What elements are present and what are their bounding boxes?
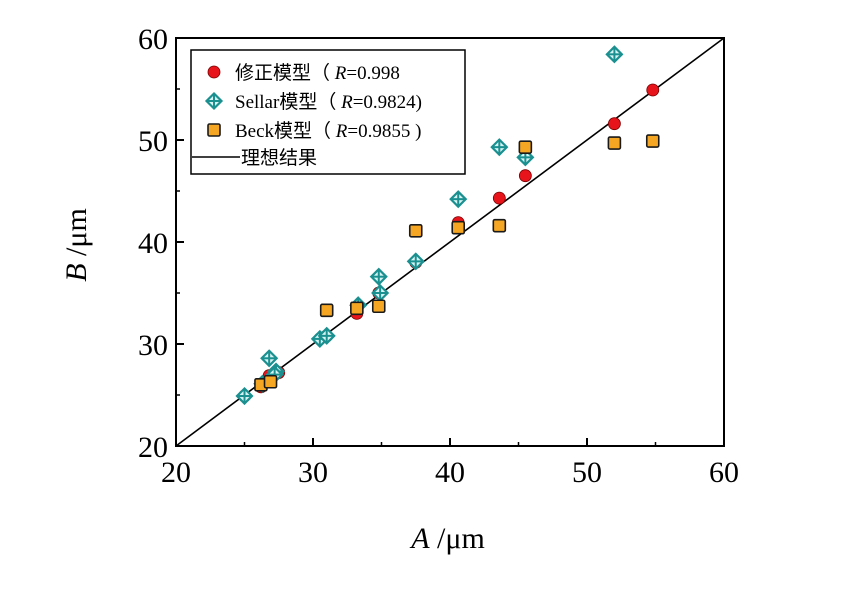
data-point (645, 134, 660, 148)
plot-area: 20 30 40 50 60 20 30 40 50 60 (138, 23, 739, 489)
data-point (607, 136, 622, 150)
y-tick-label: 20 (138, 431, 168, 464)
data-point (518, 140, 533, 154)
data-point (490, 138, 509, 157)
x-tick-label: 50 (572, 456, 602, 489)
x-tick-label: 30 (298, 456, 328, 489)
x-tick-label: 40 (435, 456, 465, 489)
legend-label: 修正模型（ R=0.998 (235, 62, 400, 84)
y-tick-label: 60 (138, 23, 168, 56)
data-point (646, 83, 660, 97)
data-point (492, 218, 507, 233)
y-axis-title: B /μm (60, 208, 93, 282)
x-tick-label: 60 (709, 456, 739, 489)
y-axis-unit: /μm (60, 208, 93, 263)
data-point (371, 299, 386, 314)
data-point (263, 374, 278, 389)
legend: 修正模型（ R=0.998 Sellar模型（ R=0.9824) Beck模型（ … (190, 49, 466, 175)
legend-marker (204, 91, 224, 111)
data-point (317, 326, 336, 345)
data-point (492, 191, 506, 205)
data-point (260, 349, 279, 368)
legend-marker (207, 65, 221, 79)
y-tick-label: 30 (138, 329, 168, 362)
y-tick-label: 40 (138, 227, 168, 260)
data-point (608, 117, 621, 131)
x-axis-title: A /μm (409, 522, 485, 555)
data-point (235, 386, 254, 406)
x-axis-var: A (409, 522, 430, 555)
series-2 (235, 45, 624, 406)
legend-box (190, 49, 466, 175)
data-point (406, 252, 425, 271)
data-point (449, 190, 468, 209)
data-point (319, 303, 334, 318)
data-point (408, 223, 423, 238)
data-point (518, 169, 532, 183)
legend-marker (207, 123, 221, 137)
data-point (605, 45, 624, 64)
legend-label: Beck模型（ R=0.9855 ) (235, 120, 421, 142)
data-point (451, 220, 466, 235)
y-tick-label: 50 (138, 125, 168, 158)
legend-label: Sellar模型（ R=0.9824) (235, 91, 422, 113)
data-point (369, 267, 388, 286)
y-axis-var: B (60, 263, 93, 281)
series-3 (254, 134, 660, 392)
data-point (350, 301, 364, 316)
legend-label-ideal: 理想结果 (241, 147, 317, 169)
x-tick-label: 20 (161, 456, 191, 489)
x-axis-unit: /μm (430, 522, 485, 555)
